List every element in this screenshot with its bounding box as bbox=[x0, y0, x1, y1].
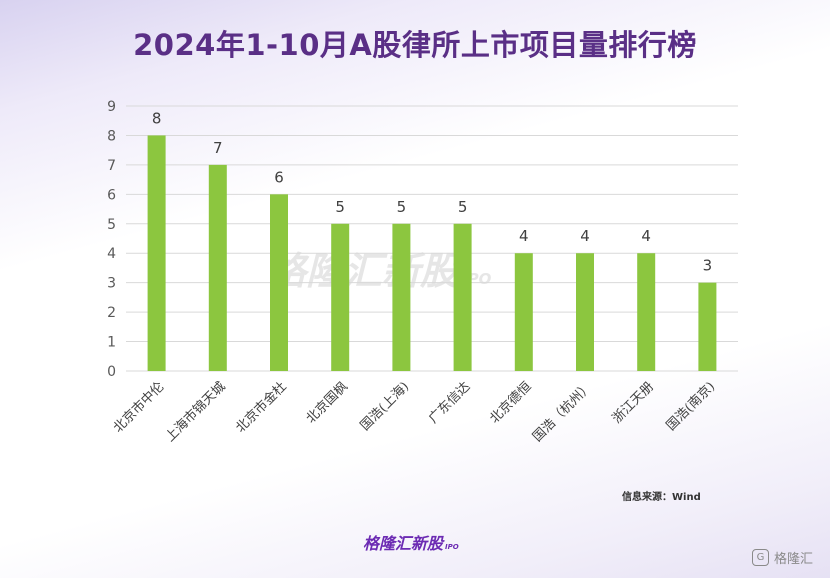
data-label: 5 bbox=[397, 198, 407, 216]
x-tick-label: 北京市中伦 bbox=[110, 379, 167, 436]
x-tick-label: 北京市金杜 bbox=[233, 379, 290, 436]
corner-logo-text: 格隆汇 bbox=[774, 552, 814, 567]
brand-logo: 格隆汇新股 IPO bbox=[363, 530, 459, 554]
data-label: 4 bbox=[519, 227, 529, 245]
brand-logo-sub: IPO bbox=[445, 543, 459, 551]
data-labels: 8 7 6 5 5 5 4 4 4 3 bbox=[152, 109, 712, 274]
bars bbox=[147, 135, 717, 371]
chart-title: 2024年1-10月A股律所上市项目量排行榜 bbox=[133, 28, 697, 62]
y-tick-label: 0 bbox=[107, 364, 116, 380]
bar bbox=[698, 282, 717, 371]
data-label: 4 bbox=[580, 227, 590, 245]
data-label: 4 bbox=[641, 227, 651, 245]
y-tick-label: 2 bbox=[107, 305, 116, 321]
x-tick-label: 北京国枫 bbox=[304, 379, 351, 426]
bar bbox=[576, 253, 594, 371]
bar bbox=[392, 223, 411, 371]
y-tick-label: 5 bbox=[107, 217, 116, 233]
watermark: 格隆汇新股 IPO bbox=[268, 240, 491, 295]
bar bbox=[453, 223, 472, 371]
y-tick-label: 3 bbox=[107, 276, 116, 292]
x-tick-label: 浙江天册 bbox=[610, 379, 657, 426]
data-label: 6 bbox=[274, 168, 284, 186]
y-axis-ticks: 0 1 2 3 4 5 6 7 8 9 bbox=[107, 99, 116, 380]
y-tick-label: 4 bbox=[107, 246, 116, 262]
g-logo-icon: G bbox=[752, 549, 769, 566]
bar bbox=[270, 194, 288, 371]
x-tick-label: 上海市锦天城 bbox=[162, 379, 228, 445]
grid-lines bbox=[126, 105, 738, 372]
data-label: 5 bbox=[335, 198, 345, 216]
data-label: 5 bbox=[458, 198, 468, 216]
watermark-text: 格隆汇新股 bbox=[268, 249, 459, 293]
brand-logo-text: 格隆汇新股 bbox=[363, 534, 444, 553]
bar bbox=[208, 164, 227, 371]
corner-logo: G 格隆汇 bbox=[752, 548, 813, 567]
data-label: 3 bbox=[703, 257, 713, 275]
y-tick-label: 7 bbox=[107, 158, 116, 174]
bar bbox=[147, 135, 166, 371]
data-label: 8 bbox=[152, 109, 162, 127]
bar bbox=[331, 223, 350, 371]
y-tick-label: 8 bbox=[107, 128, 116, 144]
bar bbox=[514, 253, 533, 371]
x-tick-label: 国浩(上海) bbox=[358, 379, 413, 434]
y-tick-label: 9 bbox=[107, 99, 116, 115]
x-tick-label: 国浩（杭州） bbox=[530, 379, 596, 445]
y-tick-label: 6 bbox=[107, 187, 116, 203]
x-tick-label: 北京德恒 bbox=[487, 379, 534, 426]
data-label: 7 bbox=[213, 139, 223, 157]
y-tick-label: 1 bbox=[107, 335, 116, 351]
x-tick-label: 广东信达 bbox=[426, 379, 473, 426]
source-note: 信息来源：Wind bbox=[622, 492, 701, 503]
x-tick-label: 国浩(南京) bbox=[663, 379, 718, 434]
bar bbox=[637, 253, 656, 371]
